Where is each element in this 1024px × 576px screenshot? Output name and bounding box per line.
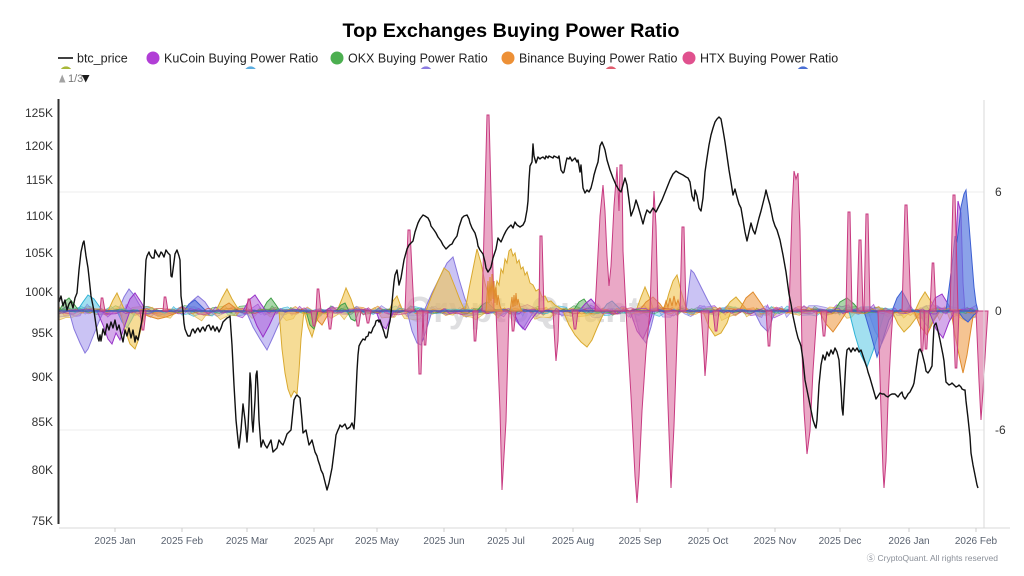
svg-text:2025 Apr: 2025 Apr [294, 536, 335, 547]
svg-text:2025 Nov: 2025 Nov [754, 536, 797, 547]
svg-text:KuCoin Buying Power Ratio: KuCoin Buying Power Ratio [164, 52, 318, 66]
svg-text:2026 Feb: 2026 Feb [955, 536, 998, 547]
svg-text:75K: 75K [32, 514, 53, 528]
svg-text:1/3: 1/3 [68, 73, 83, 85]
svg-text:85K: 85K [32, 415, 53, 429]
svg-text:6: 6 [995, 185, 1002, 199]
svg-text:125K: 125K [25, 106, 53, 120]
svg-text:2025 Jan: 2025 Jan [94, 536, 135, 547]
svg-text:2025 Aug: 2025 Aug [552, 536, 594, 547]
svg-text:2025 Mar: 2025 Mar [226, 536, 269, 547]
svg-text:2025 Oct: 2025 Oct [688, 536, 729, 547]
svg-text:110K: 110K [26, 209, 53, 223]
svg-text:120K: 120K [25, 139, 53, 153]
svg-text:2025 Sep: 2025 Sep [619, 536, 662, 547]
svg-text:105K: 105K [25, 246, 53, 260]
svg-text:2025 May: 2025 May [355, 536, 399, 547]
svg-text:115K: 115K [26, 173, 53, 187]
svg-text:HTX Buying Power Ratio: HTX Buying Power Ratio [700, 52, 838, 66]
svg-text:90K: 90K [32, 370, 53, 384]
svg-text:0: 0 [995, 304, 1002, 318]
svg-text:btc_price: btc_price [77, 52, 128, 66]
svg-text:2026 Jan: 2026 Jan [888, 536, 929, 547]
svg-text:100K: 100K [25, 285, 53, 299]
svg-text:95K: 95K [32, 326, 53, 340]
svg-text:-6: -6 [995, 423, 1006, 437]
svg-text:2025 Feb: 2025 Feb [161, 536, 204, 547]
svg-text:2025 Jul: 2025 Jul [487, 536, 525, 547]
svg-text:80K: 80K [32, 463, 53, 477]
svg-text:2025 Jun: 2025 Jun [423, 536, 464, 547]
svg-text:2025 Dec: 2025 Dec [819, 536, 862, 547]
svg-text:Top Exchanges Buying Power Rat: Top Exchanges Buying Power Ratio [342, 20, 679, 42]
svg-text:Ⓢ CryptoQuant. All rights rese: Ⓢ CryptoQuant. All rights reserved [867, 553, 999, 563]
svg-text:OKX Buying Power Ratio: OKX Buying Power Ratio [348, 52, 488, 66]
svg-text:Binance Buying Power Ratio: Binance Buying Power Ratio [519, 52, 677, 66]
